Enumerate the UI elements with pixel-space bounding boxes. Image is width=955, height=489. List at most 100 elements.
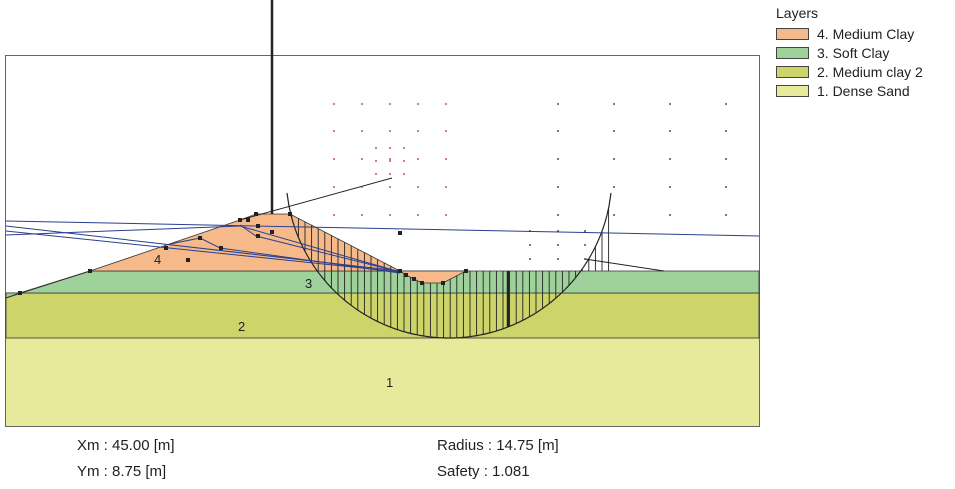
trial-center-dot <box>389 158 391 160</box>
layer-label-3: 3 <box>305 276 312 291</box>
node-marker <box>404 273 408 277</box>
trial-center-dot <box>557 244 559 246</box>
node-marker <box>238 218 242 222</box>
legend-label: 1. Dense Sand <box>817 82 910 99</box>
legend-item-soft-clay: 3. Soft Clay <box>776 43 923 62</box>
trial-center-dot <box>557 130 559 132</box>
trial-center-dot <box>557 186 559 188</box>
node-markers <box>18 212 468 295</box>
trial-center-dot <box>445 186 447 188</box>
node-marker <box>412 277 416 281</box>
trial-center-dot <box>725 214 727 216</box>
radius-line-left <box>239 177 393 221</box>
trial-center-dot <box>333 158 335 160</box>
trial-center-dot <box>557 158 559 160</box>
swatch-icon <box>776 84 809 97</box>
trial-center-dot <box>403 160 405 162</box>
trial-center-dot <box>557 230 559 232</box>
trial-center-dot <box>333 186 335 188</box>
trial-center-dot <box>389 214 391 216</box>
trial-center-dot <box>361 103 363 105</box>
legend-item-dense-sand: 1. Dense Sand <box>776 81 923 100</box>
legend-item-medium-clay: 4. Medium Clay <box>776 24 923 43</box>
trial-center-dot <box>333 103 335 105</box>
node-marker <box>288 212 292 216</box>
result-xm: Xm : 45.00 [m] <box>77 437 175 454</box>
trial-center-dot <box>669 158 671 160</box>
trial-center-dot <box>403 147 405 149</box>
node-marker <box>464 269 468 273</box>
trial-center-dot <box>417 186 419 188</box>
trial-center-dot <box>389 186 391 188</box>
trial-center-dot <box>417 158 419 160</box>
trial-center-dot <box>389 173 391 175</box>
trial-center-dot <box>361 130 363 132</box>
trial-center-dot <box>725 103 727 105</box>
legend-label: 4. Medium Clay <box>817 25 915 42</box>
node-marker <box>219 246 223 250</box>
node-marker <box>88 269 92 273</box>
failure-circle-arc <box>286 192 612 339</box>
trial-center-dot <box>725 130 727 132</box>
node-marker <box>254 212 258 216</box>
water-lines <box>5 220 760 274</box>
node-marker <box>270 230 274 234</box>
trial-center-dot <box>333 130 335 132</box>
node-marker <box>18 291 22 295</box>
node-marker <box>186 258 190 262</box>
trial-center-dot <box>389 130 391 132</box>
node-marker <box>198 236 202 240</box>
failure-slices <box>270 0 610 338</box>
node-marker <box>420 281 424 285</box>
node-marker <box>164 246 168 250</box>
layer-label-1: 1 <box>386 375 393 390</box>
legend-label: 3. Soft Clay <box>817 44 890 61</box>
node-marker <box>256 234 260 238</box>
result-safety: Safety : 1.081 <box>437 463 530 480</box>
trial-center-dot <box>584 258 586 260</box>
layer-medium-clay-embankment <box>89 213 467 284</box>
trial-center-dot <box>613 130 615 132</box>
trial-center-dot <box>417 130 419 132</box>
trial-center-dot <box>333 214 335 216</box>
trial-center-dot <box>557 258 559 260</box>
trial-center-dot <box>529 258 531 260</box>
layer-dense-sand <box>6 338 759 426</box>
trial-center-dot <box>389 103 391 105</box>
layer-label-4: 4 <box>154 252 161 267</box>
trial-center-dot <box>361 158 363 160</box>
trial-center-dot <box>584 244 586 246</box>
trial-center-dot <box>417 214 419 216</box>
result-ym: Ym : 8.75 [m] <box>77 463 167 480</box>
trial-center-dot <box>445 130 447 132</box>
legend-label: 2. Medium clay 2 <box>817 63 923 80</box>
trial-center-dot <box>669 214 671 216</box>
trial-center-dot <box>613 186 615 188</box>
node-marker <box>256 224 260 228</box>
trial-center-dot <box>403 173 405 175</box>
layers-legend: Layers 4. Medium Clay 3. Soft Clay 2. Me… <box>776 5 923 100</box>
trial-center-dot <box>557 103 559 105</box>
trial-center-dot <box>361 186 363 188</box>
trial-center-dot <box>445 103 447 105</box>
node-marker <box>398 269 402 273</box>
node-marker <box>246 218 250 222</box>
trial-center-dot <box>584 230 586 232</box>
trial-center-dot <box>557 214 559 216</box>
trial-center-dot <box>725 158 727 160</box>
trial-center-dot <box>529 230 531 232</box>
swatch-icon <box>776 46 809 59</box>
trial-center-dot <box>417 103 419 105</box>
trial-center-dot <box>445 158 447 160</box>
trial-center-dot <box>669 103 671 105</box>
trial-center-dot <box>389 160 391 162</box>
trial-center-dot <box>669 186 671 188</box>
legend-title: Layers <box>776 5 819 21</box>
result-radius: Radius : 14.75 [m] <box>437 437 559 454</box>
trial-center-dot <box>529 244 531 246</box>
radius-line-right <box>584 258 665 272</box>
trial-center-dot <box>613 158 615 160</box>
legend-item-medium-clay-2: 2. Medium clay 2 <box>776 62 923 81</box>
trial-center-dot <box>725 186 727 188</box>
